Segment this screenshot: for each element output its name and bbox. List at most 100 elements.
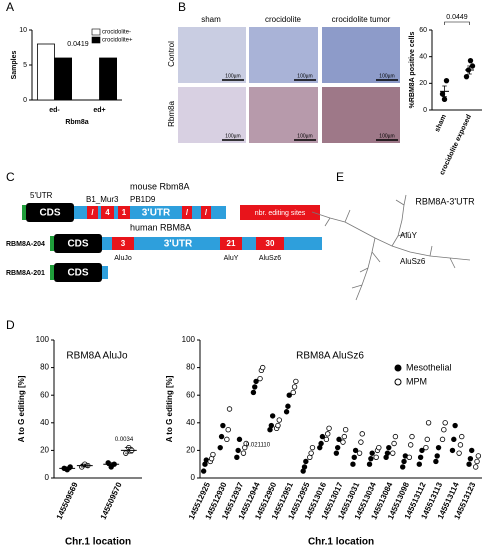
point [268, 422, 275, 429]
point [325, 431, 331, 437]
x-axis-label: Chr.1 location [308, 537, 374, 548]
point [474, 458, 480, 465]
point [416, 461, 422, 467]
point [407, 442, 414, 448]
point [326, 425, 332, 432]
column-label: crocidolite [265, 15, 302, 24]
label: CDS [39, 208, 60, 219]
legend-marker [394, 378, 402, 386]
point [359, 431, 365, 437]
image [249, 27, 318, 83]
point [443, 77, 450, 84]
point [252, 384, 258, 390]
point [341, 433, 348, 440]
chart-title: RBM8A AluJo [66, 351, 128, 362]
point [406, 454, 413, 460]
legend-label: MPM [406, 376, 427, 386]
x-axis-label: Chr.1 location [65, 537, 131, 548]
label: B1_Mur3 [86, 195, 119, 204]
point [318, 440, 324, 447]
tree-label: AluSz6 [400, 257, 426, 266]
point [333, 450, 340, 456]
y-tick-label: 40 [186, 418, 195, 427]
error-bar [63, 466, 72, 471]
point [356, 450, 363, 456]
point [250, 389, 257, 396]
point [200, 468, 207, 474]
chart-title: RBM8A AluSz6 [296, 351, 364, 362]
tree-title: RBM8A-3'UTR [415, 196, 475, 206]
scale-label: 100µm [297, 133, 312, 139]
tree-label: AluY [400, 231, 418, 240]
point [409, 433, 415, 440]
structure-tree [311, 194, 471, 301]
error-bar [80, 463, 89, 468]
legend-label: crocidolite+ [102, 38, 133, 44]
y-tick-label: 20 [40, 446, 49, 455]
point [334, 444, 341, 451]
point [459, 433, 465, 440]
point [451, 436, 457, 443]
utr5 [50, 236, 54, 251]
point [290, 389, 296, 396]
point [401, 458, 407, 465]
point [442, 420, 448, 426]
point [391, 440, 397, 447]
legend-marker [394, 364, 402, 372]
annotation: 0.0034 [115, 437, 134, 443]
point [217, 444, 223, 451]
error-bar [124, 447, 133, 454]
label: 30 [266, 239, 275, 248]
label: PB1D9 [130, 195, 156, 204]
error-bar [442, 85, 447, 98]
point [433, 458, 439, 465]
site [201, 206, 211, 219]
point [424, 436, 430, 443]
y-axis-label: Samples [11, 50, 18, 79]
tree [311, 194, 471, 301]
point [342, 427, 349, 433]
y-tick-label: 20 [186, 446, 195, 455]
label: 3 [121, 239, 126, 248]
point [441, 427, 447, 433]
point [368, 455, 374, 462]
point [257, 375, 263, 382]
label: 5'UTR [30, 191, 53, 200]
point [439, 436, 446, 443]
site [220, 237, 242, 250]
row-label: Rbm8a [167, 101, 176, 127]
point [384, 450, 391, 456]
panel-label: E [336, 170, 344, 184]
point [456, 450, 462, 456]
point [457, 442, 464, 448]
point [467, 57, 474, 64]
x-axis-label: Rbm8a [65, 119, 88, 126]
y-tick-label: 5 [23, 62, 27, 69]
point [434, 453, 440, 459]
point [340, 439, 346, 445]
legend-swatch [91, 28, 101, 36]
y-tick-label: 0 [23, 97, 27, 104]
row-label: Control [167, 41, 176, 67]
panel-label: A [6, 0, 14, 14]
point [260, 364, 266, 371]
label: 3'UTR [164, 239, 193, 250]
site [118, 206, 130, 219]
point [336, 436, 342, 443]
annotation: 0.0449 [446, 14, 468, 21]
x-tick-label: ed- [49, 107, 60, 114]
panel-label: D [6, 318, 15, 332]
point [291, 384, 298, 390]
point [235, 447, 241, 454]
y-tick-label: 60 [419, 27, 427, 34]
point [240, 450, 247, 456]
y-tick-label: 80 [186, 363, 195, 372]
transcript-diagram: 5'UTR mouse Rbm8A B1_Mur3 PB1D9 CDS / 4 … [6, 181, 322, 282]
y-tick-label: 80 [40, 363, 49, 372]
bar [99, 57, 118, 101]
y-tick-label: 0 [191, 473, 196, 482]
label: 3'UTR [142, 208, 171, 219]
point [417, 454, 424, 460]
y-axis-label: A to G editing [%] [17, 375, 26, 442]
